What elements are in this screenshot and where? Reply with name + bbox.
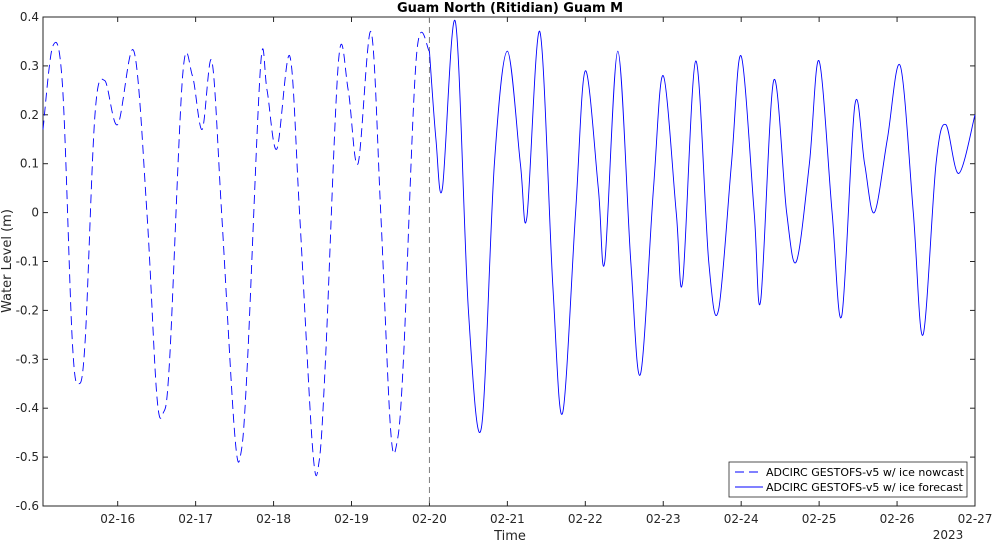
legend-label-nowcast: ADCIRC GESTOFS-v5 w/ ice nowcast xyxy=(766,466,965,479)
plot-area xyxy=(42,16,976,507)
legend-label-forecast: ADCIRC GESTOFS-v5 w/ ice forecast xyxy=(766,481,964,494)
chart-title: Guam North (Ritidian) Guam M xyxy=(397,1,623,16)
series-layer xyxy=(42,19,976,477)
x-tick-label: 02-18 xyxy=(256,512,291,526)
x-tick-label: 02-25 xyxy=(802,512,837,526)
y-tick-label: 0.1 xyxy=(20,157,39,171)
x-tick-label: 02-22 xyxy=(568,512,603,526)
y-tick-label: 0 xyxy=(31,206,39,220)
y-tick-label: 0.2 xyxy=(20,108,39,122)
x-tick-label: 02-21 xyxy=(490,512,525,526)
y-tick-label: 0.3 xyxy=(20,59,39,73)
x-axis-label: Time xyxy=(493,529,526,541)
x-tick-label: 02-17 xyxy=(178,512,213,526)
x-tick-label: 02-16 xyxy=(100,512,135,526)
x-tick-label: 02-23 xyxy=(646,512,681,526)
y-tick-label: 0.4 xyxy=(20,10,39,24)
legend-box xyxy=(728,461,968,498)
y-tick-label: -0.3 xyxy=(16,352,39,366)
x-tick-label: 02-24 xyxy=(724,512,759,526)
y-tick-label: -0.4 xyxy=(16,401,39,415)
y-tick-label: -0.6 xyxy=(16,499,39,513)
x-tick-label: 02-20 xyxy=(412,512,447,526)
x-tick-label: 02-27 xyxy=(958,512,992,526)
x-tick-label: 02-19 xyxy=(334,512,369,526)
forecast-series-line xyxy=(428,19,976,433)
year-label: 2023 xyxy=(933,528,964,541)
y-axis: -0.6 -0.5 -0.4 -0.3 -0.2 -0.1 0 0.1 0.2 0.3 0.4 xyxy=(16,10,975,513)
x-tick-label: 02-26 xyxy=(880,512,915,526)
y-tick-label: -0.2 xyxy=(16,303,39,317)
legend: ADCIRC GESTOFS-v5 w/ ice nowcast ADCIRC … xyxy=(728,461,968,498)
x-axis: 02-16 02-17 02-18 02-19 02-20 02-21 02-22 02-23… xyxy=(100,17,992,526)
y-axis-label: Water Level (m) xyxy=(0,209,15,313)
nowcast-series-line xyxy=(42,31,430,477)
y-tick-label: -0.5 xyxy=(16,450,39,464)
y-tick-label: -0.1 xyxy=(16,255,39,269)
